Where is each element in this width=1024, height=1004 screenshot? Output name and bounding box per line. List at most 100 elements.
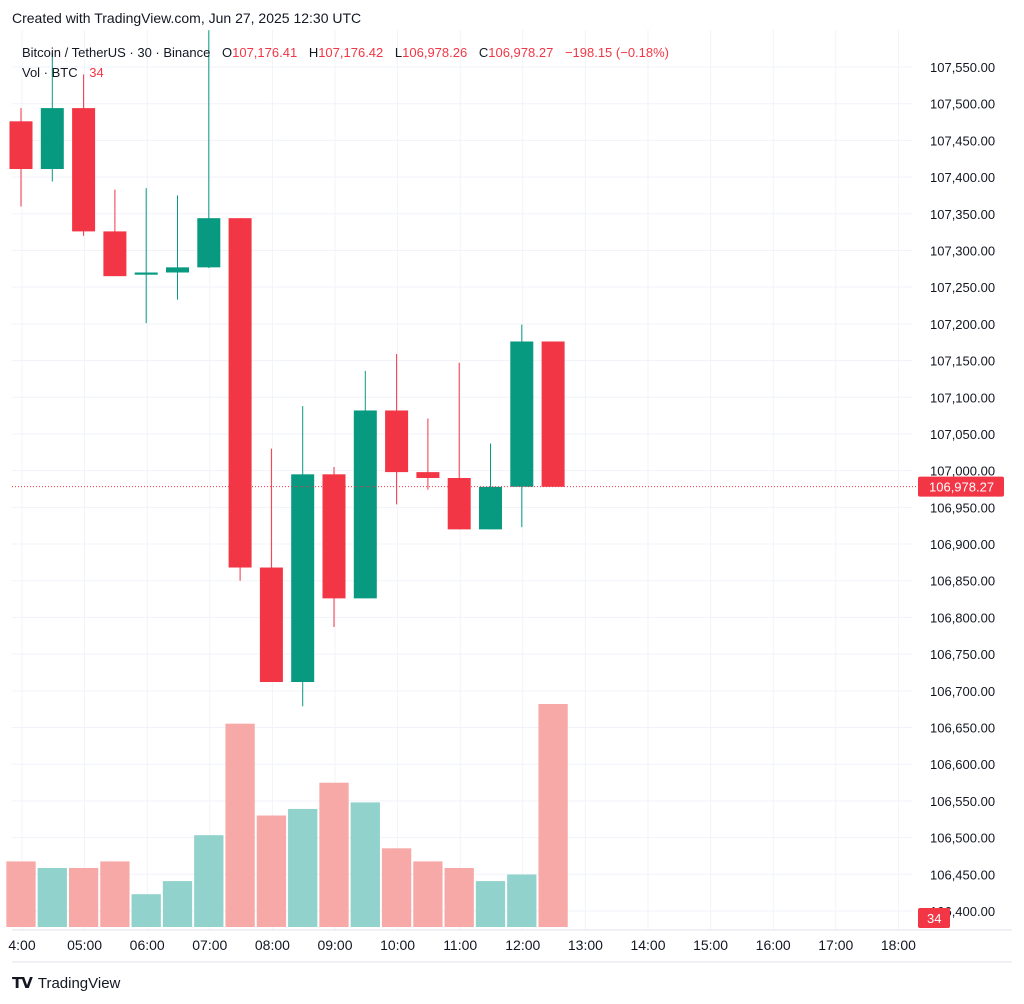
x-tick-label: 12:00 [505, 937, 540, 953]
candle[interactable] [166, 195, 189, 300]
grid [12, 30, 1012, 963]
candle[interactable] [228, 218, 252, 581]
close-value: 106,978.27 [488, 45, 554, 60]
volume-tag: 34 [918, 908, 950, 928]
volume-bar [507, 874, 537, 927]
y-tick-label: 107,200.00 [930, 317, 995, 332]
x-tick-label: 05:00 [67, 937, 102, 953]
candle[interactable] [291, 406, 315, 707]
x-tick-label: 18:00 [881, 937, 916, 953]
tradingview-logo-icon: 𝗧𝗩 [12, 975, 33, 992]
y-tick-label: 107,550.00 [930, 60, 995, 75]
volume-bar [381, 848, 412, 927]
candle-body [197, 218, 221, 268]
open-value: 107,176.41 [232, 45, 298, 60]
volume-bar [256, 815, 287, 927]
candle-body [416, 472, 440, 478]
price-axis[interactable]: 107,550.00 107,500.00 107,450.00 107,400.00… [930, 60, 995, 919]
candle[interactable] [197, 30, 221, 269]
open-label: O [221, 45, 233, 60]
volume-bar [350, 802, 380, 927]
brand-name: TradingView [37, 974, 121, 992]
y-tick-label: 106,850.00 [930, 574, 995, 589]
candle[interactable] [447, 362, 471, 530]
candle-body [259, 567, 283, 683]
x-tick-label: 06:00 [130, 937, 165, 953]
candle-body [40, 108, 64, 170]
volume-bar [68, 867, 99, 927]
y-tick-label: 107,100.00 [930, 390, 995, 405]
x-tick-label: 4:00 [8, 937, 35, 953]
candle[interactable] [353, 370, 377, 599]
volume-bar [413, 861, 443, 927]
candle[interactable] [40, 52, 64, 182]
y-tick-label: 106,600.00 [930, 757, 995, 772]
candle[interactable] [479, 443, 502, 530]
candle-body [510, 341, 534, 487]
volume-bar [225, 723, 255, 927]
volume-bar [6, 861, 36, 927]
x-tick-label: 07:00 [192, 937, 227, 953]
volume-label[interactable]: Vol · BTC [22, 65, 78, 80]
y-tick-label: 106,500.00 [930, 831, 995, 846]
candle[interactable] [385, 353, 409, 505]
last-price-tag: 106,978.27 [918, 476, 1004, 497]
candle[interactable] [322, 466, 346, 627]
volume-bars [6, 704, 568, 927]
volume-value: 34 [89, 65, 104, 80]
volume-bar [194, 835, 224, 927]
y-tick-label: 107,050.00 [930, 427, 995, 442]
candle[interactable] [259, 448, 283, 683]
candles[interactable] [9, 30, 565, 707]
volume-tag-label: 34 [927, 911, 941, 926]
candle[interactable] [416, 418, 440, 490]
x-tick-label: 09:00 [317, 937, 352, 953]
legend-volume-row: Vol · BTC 34 [22, 63, 669, 83]
volume-bar [475, 881, 506, 927]
x-tick-label: 13:00 [568, 937, 603, 953]
y-tick-label: 106,450.00 [930, 867, 995, 882]
candle[interactable] [134, 188, 158, 324]
volume-bar [288, 808, 318, 927]
candle[interactable] [9, 108, 33, 207]
y-tick-label: 106,900.00 [930, 537, 995, 552]
y-tick-label: 107,000.00 [930, 464, 995, 479]
volume-bar [538, 704, 568, 927]
close-label: C [478, 45, 489, 60]
volume-bar [444, 867, 474, 927]
volume-bar [100, 861, 130, 927]
y-tick-label: 107,350.00 [930, 207, 995, 222]
candle-body [134, 272, 158, 275]
x-tick-label: 15:00 [693, 937, 728, 953]
low-value: 106,978.26 [402, 45, 468, 60]
y-tick-label: 107,300.00 [930, 243, 995, 258]
y-tick-label: 107,250.00 [930, 280, 995, 295]
y-tick-label: 107,500.00 [930, 97, 995, 112]
candle-body [103, 231, 127, 277]
time-axis[interactable]: 4:00 05:00 06:00 07:00 08:00 09:00 10:00 11:00 1… [8, 937, 916, 953]
low-label: L [394, 45, 403, 60]
y-tick-label: 106,700.00 [930, 684, 995, 699]
candle[interactable] [510, 324, 534, 528]
last-price-label: 106,978.27 [929, 480, 994, 495]
symbol-name[interactable]: Bitcoin / TetherUS · 30 · Binance [22, 45, 211, 60]
y-tick-label: 106,800.00 [930, 610, 995, 625]
candle-body [447, 477, 471, 530]
candle-body [541, 341, 565, 487]
candle-body [228, 218, 252, 568]
legend-ohlc-row: Bitcoin / TetherUS · 30 · Binance O107,1… [22, 43, 669, 63]
candle[interactable] [541, 341, 565, 487]
candle[interactable] [72, 74, 96, 236]
x-tick-label: 10:00 [380, 937, 415, 953]
volume-bar [131, 894, 161, 927]
x-tick-label: 14:00 [630, 937, 665, 953]
candle[interactable] [103, 189, 127, 277]
candle-body [479, 486, 502, 530]
volume-bar [319, 782, 349, 927]
high-value: 107,176.42 [318, 45, 384, 60]
candle-body [166, 267, 189, 273]
y-tick-label: 107,400.00 [930, 170, 995, 185]
candle-body [72, 108, 96, 232]
tradingview-brand[interactable]: 𝗧𝗩 TradingView [12, 974, 121, 993]
